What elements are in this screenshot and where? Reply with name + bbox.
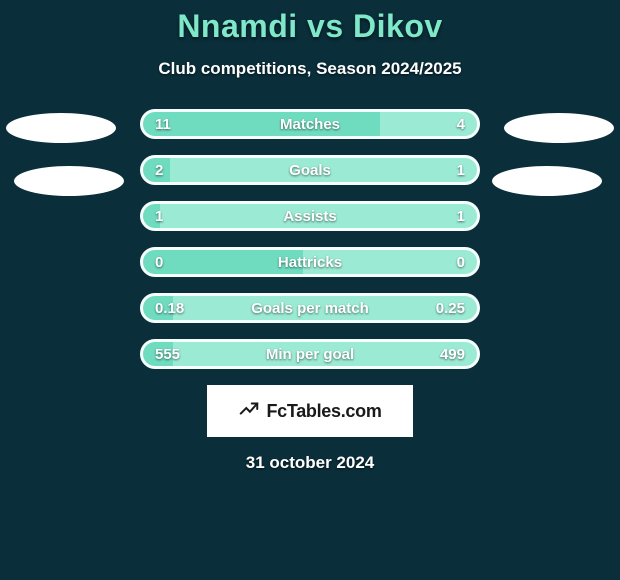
page-title: Nnamdi vs Dikov: [0, 0, 620, 45]
stat-row: 0.18Goals per match0.25: [140, 293, 480, 323]
watermark: FcTables.com: [207, 385, 413, 437]
player-left-photo-placeholder: [6, 113, 116, 143]
stat-label: Hattricks: [143, 250, 477, 274]
stat-value-right: 0.25: [436, 296, 465, 320]
stat-label: Min per goal: [143, 342, 477, 366]
stat-value-right: 1: [457, 204, 465, 228]
stat-value-right: 499: [440, 342, 465, 366]
stat-value-right: 1: [457, 158, 465, 182]
chart-icon: [238, 398, 260, 425]
stat-label: Matches: [143, 112, 477, 136]
stat-value-right: 0: [457, 250, 465, 274]
stat-rows: 11Matches42Goals11Assists10Hattricks00.1…: [140, 109, 480, 369]
stats-area: 11Matches42Goals11Assists10Hattricks00.1…: [0, 109, 620, 369]
player-right-photo-placeholder: [504, 113, 614, 143]
stat-row: 11Matches4: [140, 109, 480, 139]
team-right-logo-placeholder: [492, 166, 602, 196]
team-left-logo-placeholder: [14, 166, 124, 196]
stat-row: 2Goals1: [140, 155, 480, 185]
stat-row: 555Min per goal499: [140, 339, 480, 369]
date-label: 31 october 2024: [0, 453, 620, 473]
stat-label: Assists: [143, 204, 477, 228]
stat-value-right: 4: [457, 112, 465, 136]
watermark-text: FcTables.com: [266, 401, 381, 422]
stat-label: Goals per match: [143, 296, 477, 320]
stat-row: 1Assists1: [140, 201, 480, 231]
page-subtitle: Club competitions, Season 2024/2025: [0, 59, 620, 79]
stat-row: 0Hattricks0: [140, 247, 480, 277]
stat-label: Goals: [143, 158, 477, 182]
